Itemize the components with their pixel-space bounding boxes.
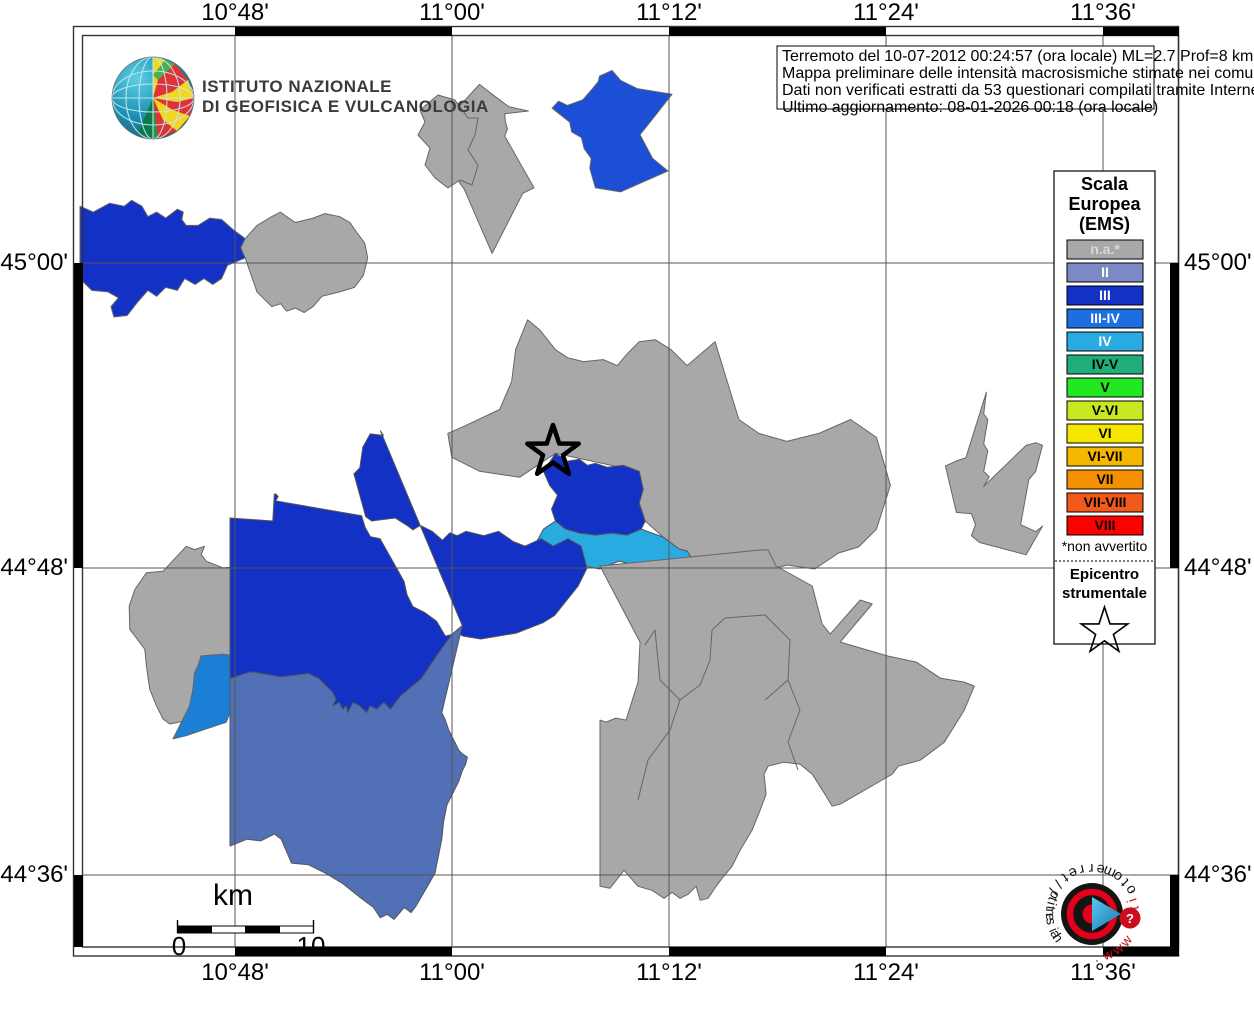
- svg-text:*non avvertito: *non avvertito: [1062, 538, 1148, 554]
- svg-text:45°00': 45°00': [0, 249, 68, 276]
- svg-text:11°12': 11°12': [636, 959, 702, 986]
- svg-text:44°36': 44°36': [0, 861, 68, 888]
- svg-text:11°12': 11°12': [636, 0, 702, 26]
- svg-text:strumentale: strumentale: [1062, 585, 1147, 602]
- svg-text:11°24': 11°24': [853, 959, 919, 986]
- svg-text:VI: VI: [1098, 425, 1111, 441]
- svg-text:r: r: [1088, 860, 1093, 876]
- svg-text:10°48': 10°48': [201, 959, 269, 986]
- svg-text:11°00': 11°00': [419, 959, 485, 986]
- svg-text:IV-V: IV-V: [1092, 356, 1119, 372]
- svg-text:11°36': 11°36': [1070, 0, 1136, 26]
- svg-text:km: km: [213, 879, 253, 912]
- svg-text:(EMS): (EMS): [1079, 214, 1130, 234]
- svg-text:II: II: [1101, 264, 1109, 280]
- svg-text:VII-VIII: VII-VIII: [1084, 494, 1127, 510]
- svg-text:Dati non verificati estratti d: Dati non verificati estratti da 53 quest…: [782, 82, 1254, 99]
- svg-text:45°00': 45°00': [1184, 249, 1252, 276]
- svg-text:Ultimo aggiornamento: 08-01-20: Ultimo aggiornamento: 08-01-2026 00:18 (…: [782, 99, 1158, 116]
- svg-text:Mappa preliminare delle intens: Mappa preliminare delle intensità macros…: [782, 65, 1254, 82]
- svg-text:Terremoto del 10-07-2012 00:24: Terremoto del 10-07-2012 00:24:57 (ora l…: [782, 48, 1253, 65]
- svg-text:V: V: [1100, 379, 1110, 395]
- svg-text:ISTITUTO NAZIONALE: ISTITUTO NAZIONALE: [202, 77, 392, 96]
- svg-text:VIII: VIII: [1094, 517, 1115, 533]
- svg-text:VI-VII: VI-VII: [1087, 448, 1122, 464]
- svg-text:III: III: [1099, 287, 1111, 303]
- svg-text:44°36': 44°36': [1184, 861, 1252, 888]
- svg-text:44°48': 44°48': [1184, 554, 1252, 581]
- svg-text:44°48': 44°48': [0, 554, 68, 581]
- svg-text:10: 10: [297, 931, 326, 961]
- svg-text:11°36': 11°36': [1070, 959, 1136, 986]
- svg-text:n.a.*: n.a.*: [1090, 241, 1120, 257]
- svg-text:10°48': 10°48': [201, 0, 269, 26]
- svg-text:0: 0: [172, 931, 186, 961]
- svg-text:Epicentro: Epicentro: [1070, 566, 1139, 583]
- svg-text:Scala: Scala: [1081, 174, 1129, 194]
- svg-text:VII: VII: [1096, 471, 1113, 487]
- svg-text:IV: IV: [1098, 333, 1112, 349]
- svg-text:V-VI: V-VI: [1092, 402, 1118, 418]
- svg-text:11°24': 11°24': [853, 0, 919, 26]
- svg-text:III-IV: III-IV: [1090, 310, 1120, 326]
- svg-text:?: ?: [1126, 911, 1134, 926]
- svg-text:11°00': 11°00': [419, 0, 485, 26]
- svg-text:Europea: Europea: [1068, 194, 1141, 214]
- svg-text:DI GEOFISICA E VULCANOLOGIA: DI GEOFISICA E VULCANOLOGIA: [202, 97, 489, 116]
